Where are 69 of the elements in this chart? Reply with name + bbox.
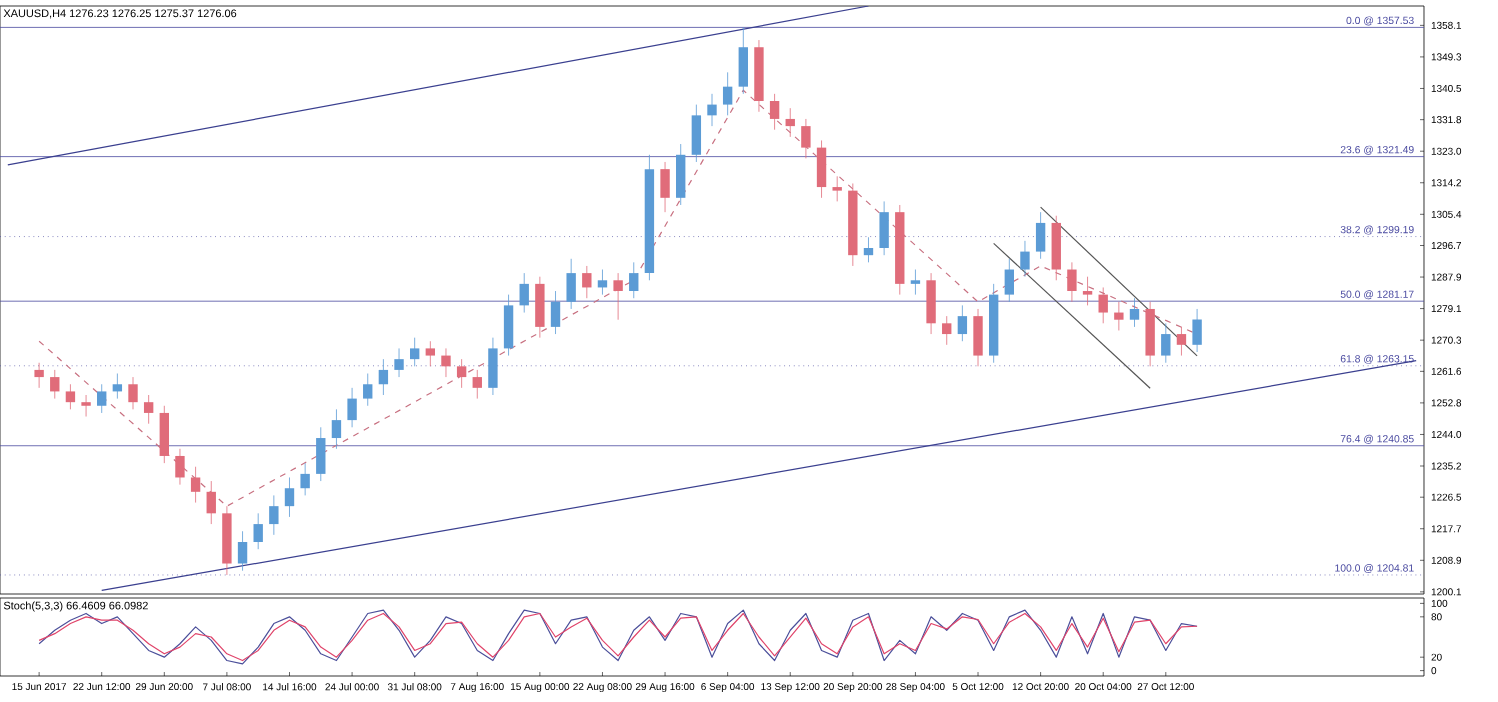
candlestick xyxy=(801,118,811,159)
candlestick xyxy=(159,405,169,464)
candlestick xyxy=(316,426,326,482)
candlestick xyxy=(378,358,389,396)
candlestick xyxy=(253,512,263,550)
candlestick xyxy=(722,71,733,116)
candlestick xyxy=(957,304,968,342)
candlestick xyxy=(441,348,451,378)
candlestick xyxy=(769,93,780,131)
candlestick xyxy=(503,294,514,356)
candlestick xyxy=(175,448,185,486)
candlestick xyxy=(535,276,545,339)
candlestick xyxy=(347,387,357,428)
candlestick xyxy=(1129,297,1140,328)
candlestick xyxy=(284,477,295,518)
candlestick xyxy=(1051,215,1061,281)
candlestick xyxy=(816,140,827,199)
candlestick xyxy=(691,104,702,163)
candlestick xyxy=(206,480,216,525)
candlestick xyxy=(112,373,123,399)
candlestick xyxy=(1020,240,1030,278)
candlestick xyxy=(65,383,76,410)
candlestick xyxy=(1004,258,1015,303)
candlestick xyxy=(942,315,952,346)
candlestick xyxy=(910,269,921,296)
candlestick xyxy=(613,272,623,321)
candlestick xyxy=(660,161,670,213)
candlestick xyxy=(676,143,686,206)
candlestick xyxy=(143,394,154,425)
candlestick xyxy=(472,369,482,399)
candlestick xyxy=(237,530,248,572)
candlestick xyxy=(1161,322,1171,364)
candlestick xyxy=(488,337,498,396)
candlestick xyxy=(425,340,436,367)
candlestick xyxy=(597,269,608,296)
candlestick xyxy=(1114,301,1124,331)
candlestick xyxy=(863,236,874,263)
candlestick xyxy=(1082,276,1093,306)
candlestick xyxy=(582,265,592,299)
candlestick xyxy=(269,495,279,536)
candlestick xyxy=(409,337,420,367)
candlestick xyxy=(1098,287,1108,324)
candlestick xyxy=(128,376,138,410)
candlestick xyxy=(1176,326,1187,356)
candlestick xyxy=(1145,301,1155,367)
candlestick xyxy=(785,107,795,138)
candlestick xyxy=(81,394,91,417)
candlestick xyxy=(566,258,576,310)
candlestick xyxy=(926,272,936,335)
candlestick xyxy=(519,272,529,313)
candlestick xyxy=(300,462,310,496)
candlestick xyxy=(1192,308,1202,353)
candlestick xyxy=(331,408,342,450)
candlestick xyxy=(550,290,561,335)
candlestick xyxy=(34,362,44,389)
candlestick xyxy=(879,201,889,256)
candlestick xyxy=(1067,261,1077,303)
candlestick xyxy=(738,27,748,95)
candlestick xyxy=(190,466,201,503)
candlestick xyxy=(97,383,107,414)
candlestick xyxy=(50,369,60,399)
candlestick xyxy=(1035,211,1046,260)
candlestick xyxy=(629,261,639,299)
candlestick xyxy=(456,358,467,389)
candlestick xyxy=(394,348,404,378)
candlestick xyxy=(832,175,842,202)
candlestick xyxy=(973,308,983,367)
candlestick xyxy=(363,373,373,407)
candlestick xyxy=(707,93,717,127)
